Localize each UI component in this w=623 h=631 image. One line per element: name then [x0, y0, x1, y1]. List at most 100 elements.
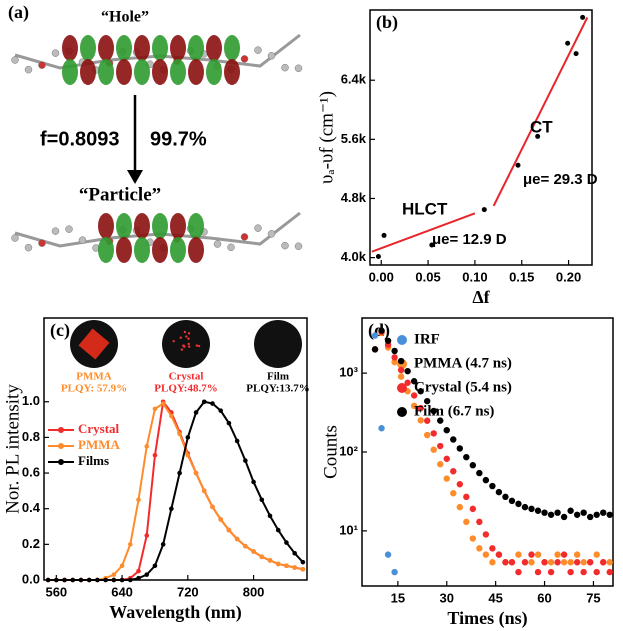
atom [24, 243, 33, 252]
data-point [534, 568, 542, 576]
data-point [397, 373, 405, 380]
orbital-lobe [206, 35, 222, 61]
x-axis-label: Wavelength (nm) [109, 602, 242, 623]
data-point [384, 551, 392, 558]
inset-name: Film [267, 371, 289, 383]
inset-speck [180, 348, 184, 351]
series-marker [284, 540, 289, 545]
data-point [560, 559, 568, 566]
series-marker [185, 435, 191, 440]
data-point [489, 482, 496, 490]
data-point [573, 51, 579, 57]
orbital-lobe [170, 35, 186, 61]
data-point [443, 426, 450, 434]
series-marker [45, 577, 51, 583]
atom [267, 52, 276, 60]
inset-plqy: PLQY:13.7% [246, 383, 309, 395]
data-point [391, 354, 398, 361]
legend-label: Films [78, 453, 109, 468]
data-point [482, 476, 490, 484]
data-point [547, 511, 555, 518]
y-tick-label: 5.6k [341, 131, 367, 146]
orbital-lobe [116, 35, 132, 61]
plot-frame [43, 317, 308, 581]
orbital-lobe [188, 59, 204, 85]
plot-frame [369, 9, 593, 266]
legend-label: PMMA (4.7 ns) [414, 355, 512, 371]
orbital-lobe [170, 213, 186, 239]
data-point [586, 513, 594, 521]
series-marker [267, 513, 273, 519]
series-marker [292, 565, 297, 570]
data-point [443, 475, 450, 482]
series-marker [210, 401, 215, 406]
data-point [450, 490, 457, 497]
data-point [573, 511, 581, 518]
data-point [593, 551, 600, 558]
data-point [384, 337, 392, 344]
data-point [430, 407, 437, 415]
y-tick-label: 0.2 [22, 536, 40, 551]
data-point [593, 568, 600, 576]
series-marker [251, 479, 256, 485]
atom [11, 56, 19, 64]
series-marker [70, 577, 76, 583]
data-point [410, 392, 418, 399]
inset-crystal [78, 328, 110, 360]
data-point [391, 347, 398, 355]
series-marker [300, 559, 306, 565]
orbital-lobe [188, 213, 204, 239]
inset-plqy: PLQY: 57.9% [61, 383, 127, 395]
data-point [565, 40, 571, 46]
x-tick-label: 60 [537, 590, 551, 605]
series-marker [136, 568, 141, 574]
percent-label: 99.7% [150, 128, 207, 150]
data-point [391, 358, 398, 366]
data-point [521, 559, 529, 566]
data-point [430, 446, 437, 453]
legend-label: Crystal (5.4 ns) [414, 379, 512, 395]
y-tick-label: 0.8 [22, 429, 40, 444]
y-tick-label: 6.4k [341, 72, 367, 87]
data-point [397, 366, 405, 374]
data-point [554, 559, 561, 566]
data-point [469, 462, 477, 469]
atom [65, 225, 73, 233]
series-marker [144, 533, 150, 538]
atom [213, 240, 222, 248]
legend-marker [397, 407, 407, 417]
data-point [554, 551, 561, 558]
data-point [430, 430, 437, 437]
series-marker [243, 543, 248, 549]
data-point [521, 503, 529, 511]
data-point [378, 425, 385, 432]
data-point [554, 509, 561, 516]
atom [51, 227, 60, 235]
legend-marker [58, 427, 64, 433]
data-point [423, 397, 431, 405]
legend-marker [58, 443, 64, 449]
orbital-lobe [152, 59, 168, 85]
x-tick-label: 30 [440, 590, 454, 605]
x-axis-label: Times (ns) [447, 608, 527, 629]
y-tick-label: 0.6 [22, 464, 40, 479]
data-point [391, 568, 398, 576]
data-point [515, 162, 521, 168]
data-point [476, 518, 483, 526]
data-point [450, 436, 457, 443]
series-marker [251, 549, 256, 554]
x-tick-label: 0.00 [369, 269, 394, 284]
orbital-lobe [62, 59, 78, 85]
data-point [515, 500, 522, 508]
data-point [397, 357, 405, 365]
orbital-lobe [152, 213, 168, 239]
data-point [515, 551, 522, 558]
data-point [534, 551, 542, 558]
orbital-lobe [170, 237, 186, 263]
series-marker [226, 527, 232, 533]
series-marker [86, 577, 92, 583]
x-tick-label: 800 [243, 584, 265, 599]
orbital-lobe [152, 35, 168, 61]
